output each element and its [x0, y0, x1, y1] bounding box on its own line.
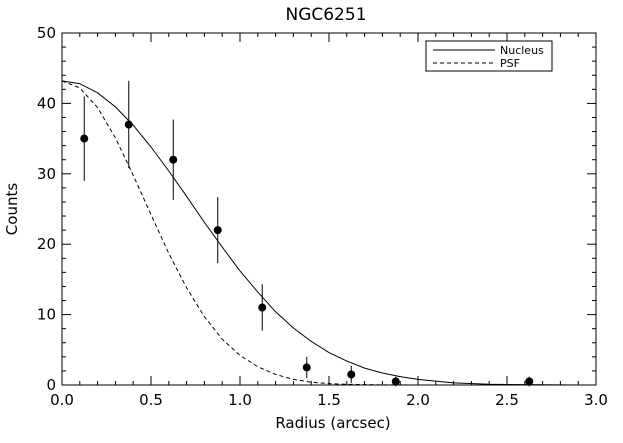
curve-psf: [61, 80, 419, 386]
x-tick-label: 0.5: [139, 391, 163, 409]
y-tick-label: 20: [37, 235, 56, 253]
data-points: [80, 120, 534, 386]
data-point: [213, 226, 222, 235]
data-point: [169, 155, 178, 164]
error-bars: [83, 80, 530, 387]
y-tick-label: 50: [37, 24, 56, 42]
plot-frame: [61, 32, 597, 386]
chart-title: NGC6251: [285, 5, 366, 25]
legend-label-nucleus: Nucleus: [500, 44, 544, 57]
x-tick-label: 1.5: [317, 391, 341, 409]
data-point: [258, 303, 267, 312]
curve-nucleus: [61, 80, 579, 386]
fit-curves: [61, 80, 579, 386]
y-tick-label: 10: [37, 306, 56, 324]
y-tick-label: 0: [46, 376, 56, 394]
y-axis-title: Counts: [3, 183, 21, 236]
data-point: [391, 377, 400, 386]
axis-tick-labels: 0.0 0.5 1.0 1.5 2.0 2.5 3.0 0 10 20 30 40 50: [37, 24, 608, 409]
data-point: [124, 120, 133, 129]
x-axis-title: Radius (arcsec): [275, 414, 390, 432]
x-tick-label: 1.0: [228, 391, 252, 409]
data-point: [525, 377, 534, 386]
legend-label-psf: PSF: [500, 57, 520, 70]
data-point: [80, 134, 89, 143]
x-tick-label: 2.5: [495, 391, 519, 409]
legend-box: [425, 40, 553, 72]
data-point: [347, 370, 356, 379]
x-tick-label: 0.0: [50, 391, 74, 409]
y-tick-label: 30: [37, 165, 56, 183]
x-tick-label: 3.0: [584, 391, 608, 409]
data-point: [302, 363, 311, 372]
y-tick-label: 40: [37, 94, 56, 112]
axis-ticks: [61, 32, 597, 386]
x-tick-label: 2.0: [406, 391, 430, 409]
